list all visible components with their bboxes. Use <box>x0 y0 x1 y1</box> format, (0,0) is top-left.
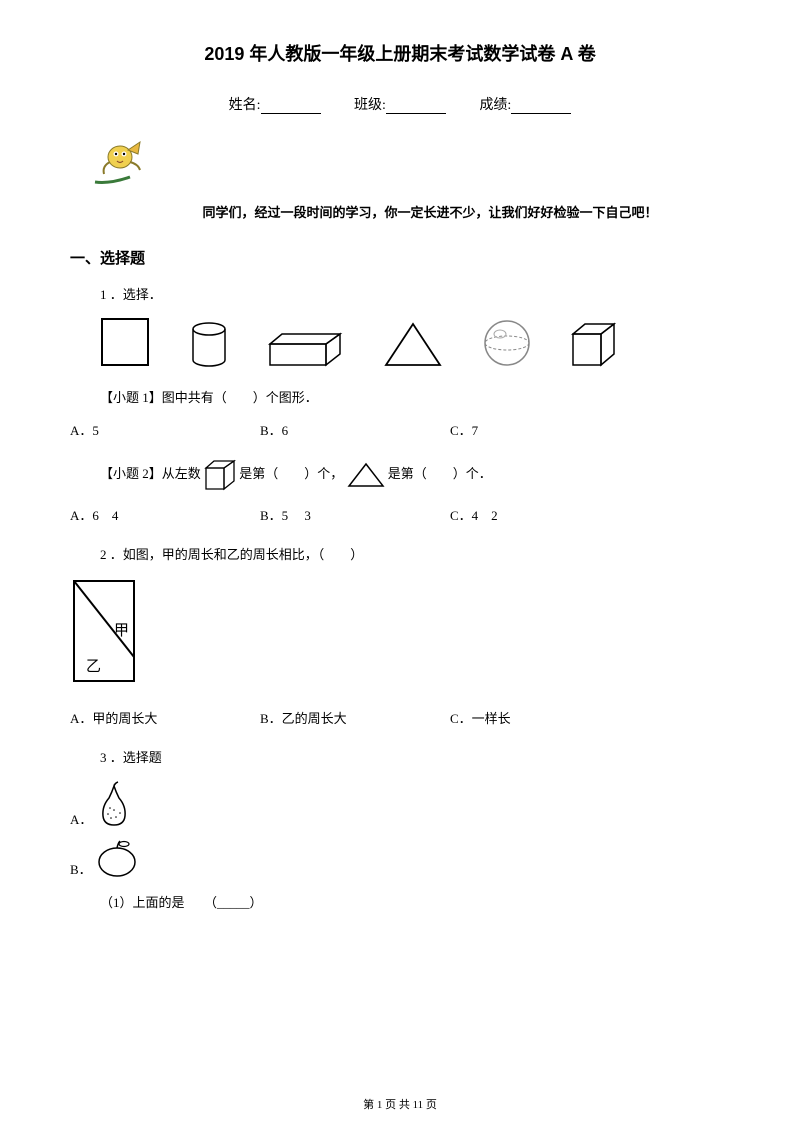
q1-shapes <box>70 317 730 367</box>
q3-opt-a-label: A． <box>70 809 92 828</box>
q3-opt-b-label: B． <box>70 859 92 878</box>
q3-option-a-row[interactable]: A． <box>70 780 730 828</box>
sphere-icon <box>483 319 531 367</box>
name-label: 姓名: <box>229 94 261 114</box>
square-icon <box>100 317 150 367</box>
cube-small-icon <box>204 459 236 491</box>
class-label: 班级: <box>354 94 386 114</box>
q1-sub2: 【小题 2】从左数 是第（ ）个， 是第（ ）个． <box>70 459 730 491</box>
orange-icon <box>96 838 138 878</box>
q3-sub1: （1）上面的是 （_____） <box>70 892 730 911</box>
option-c[interactable]: C．一样长 <box>450 708 640 727</box>
q2-options: A．甲的周长大 B．乙的周长大 C．一样长 <box>70 708 730 727</box>
label-yi: 乙 <box>86 659 101 675</box>
encourage-text: 同学们，经过一段时间的学习，你一定长进不少，让我们好好检验一下自己吧！ <box>70 202 730 221</box>
option-a[interactable]: A．6 4 <box>70 505 260 524</box>
score-blank[interactable] <box>511 99 571 114</box>
class-blank[interactable] <box>386 99 446 114</box>
option-b[interactable]: B．5 3 <box>260 505 450 524</box>
q1-sub2-options: A．6 4 B．5 3 C．4 2 <box>70 505 730 524</box>
q2-number: 2 ．如图，甲的周长和乙的周长相比，（ ） <box>70 544 730 563</box>
q3-number: 3 ．选择题 <box>70 747 730 766</box>
q3-option-b-row[interactable]: B． <box>70 838 730 878</box>
section-1-heading: 一、选择题 <box>70 247 730 268</box>
q2-figure: 甲 乙 <box>70 577 730 692</box>
option-c[interactable]: C．4 2 <box>450 505 640 524</box>
option-a[interactable]: A．5 <box>70 420 260 439</box>
q1-sub2-mid1: 是第（ ）个， <box>239 466 343 481</box>
cube-icon <box>571 322 616 367</box>
pencil-mascot <box>70 132 730 192</box>
q1-sub2-pre: 【小题 2】从左数 <box>100 466 201 481</box>
option-a[interactable]: A．甲的周长大 <box>70 708 260 727</box>
q1-sub1-options: A．5 B．6 C．7 <box>70 420 730 439</box>
cuboid-icon <box>268 332 343 367</box>
q1-sub1: 【小题 1】图中共有（ ）个图形． <box>70 387 730 406</box>
exam-title: 2019 年人教版一年级上册期末考试数学试卷 A 卷 <box>70 40 730 66</box>
label-jia: 甲 <box>114 623 129 639</box>
cylinder-icon <box>190 322 228 367</box>
score-label: 成绩: <box>479 94 511 114</box>
name-blank[interactable] <box>261 99 321 114</box>
student-info-row: 姓名: 班级: 成绩: <box>70 94 730 114</box>
option-b[interactable]: B．6 <box>260 420 450 439</box>
triangle-small-icon <box>347 462 385 488</box>
pear-icon <box>96 780 132 828</box>
q1-number: 1 ．选择． <box>70 284 730 303</box>
triangle-icon <box>383 322 443 367</box>
q1-sub2-mid2: 是第（ ）个． <box>388 466 492 481</box>
option-c[interactable]: C．7 <box>450 420 640 439</box>
page-footer: 第 1 页 共 11 页 <box>0 1096 800 1112</box>
option-b[interactable]: B．乙的周长大 <box>260 708 450 727</box>
